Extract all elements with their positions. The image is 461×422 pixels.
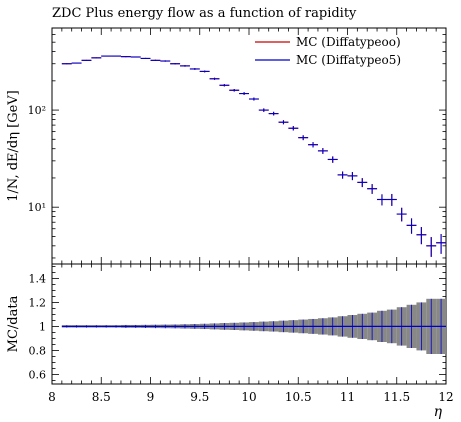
main-axis-ticks: 10¹ 10² [28, 27, 447, 264]
main-y-tick-label: 10² [28, 104, 46, 117]
legend-label-series-1: MC (Diffatypeo5) [296, 53, 401, 67]
x-tick-label: 10 [241, 390, 256, 404]
legend-label-series-0: MC (Diffatypeoo) [296, 35, 401, 49]
legend: MC (Diffatypeoo) MC (Diffatypeo5) [255, 35, 401, 67]
ratio-y-axis-label: MC/data [6, 295, 21, 352]
x-tick-label: 8 [48, 390, 56, 404]
x-tick-label: 10.5 [285, 390, 312, 404]
ratio-y-tick-label: 1 [39, 320, 46, 333]
x-tick-label: 11.5 [383, 390, 410, 404]
ratio-y-tick-label: 0.6 [29, 368, 47, 381]
x-tick-label: 8.5 [92, 390, 111, 404]
ratio-axis-ticks: 8 8.5 9 9.5 10 10.5 11 11.5 12 0.6 0.8 1 1.2 1.4 [29, 264, 454, 404]
main-y-tick-label: 10¹ [28, 201, 46, 214]
x-axis-label: η [434, 404, 443, 420]
x-tick-label: 11 [340, 390, 355, 404]
x-tick-label: 9.5 [190, 390, 209, 404]
main-y-axis-label: 1/N, dE/dη [GeV] [6, 90, 21, 202]
ratio-y-tick-label: 0.8 [29, 344, 47, 357]
ratio-y-tick-label: 1.2 [29, 296, 47, 309]
x-tick-label: 9 [147, 390, 155, 404]
main-data-points [61, 55, 446, 257]
ratio-y-tick-label: 1.4 [29, 272, 47, 285]
x-tick-label: 12 [438, 390, 453, 404]
chart-title: ZDC Plus energy flow as a function of ra… [52, 6, 357, 21]
